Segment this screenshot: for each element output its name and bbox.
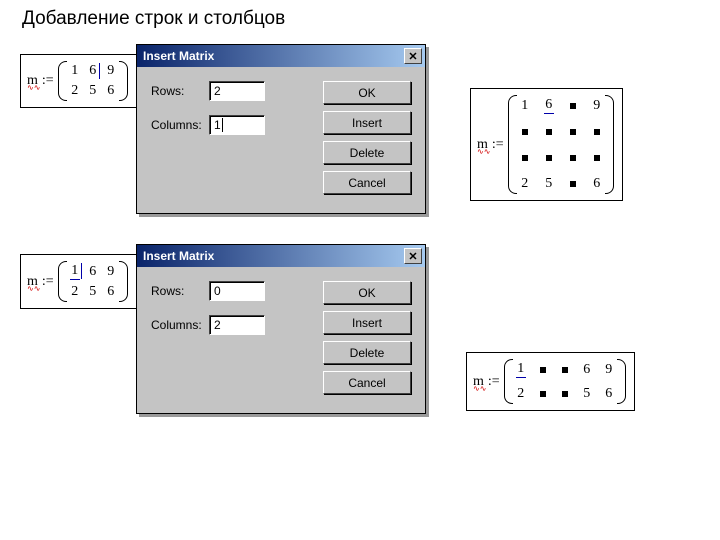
matrix-cell: 2	[70, 83, 80, 99]
cancel-button[interactable]: Cancel	[323, 371, 411, 394]
columns-label: Columns:	[151, 118, 209, 132]
matrix-cell: 6	[106, 284, 116, 300]
matrix-cell: 5	[544, 176, 554, 192]
dialog-title: Insert Matrix	[143, 249, 214, 263]
matrix-cell	[568, 150, 578, 166]
delete-button[interactable]: Delete	[323, 341, 411, 364]
rows-label: Rows:	[151, 284, 209, 298]
matrix-cell: 5	[88, 284, 98, 300]
matrix-cell: 6	[88, 63, 98, 79]
matrix-var: m∿∿	[473, 374, 484, 390]
matrix-grid: 169256	[66, 261, 120, 302]
matrix-cell: 6	[106, 83, 116, 99]
page-title: Добавление строк и столбцов	[22, 8, 285, 30]
titlebar: Insert Matrix ✕	[137, 45, 425, 67]
matrix-cell: 5	[88, 83, 98, 99]
close-icon[interactable]: ✕	[404, 48, 422, 64]
placeholder-icon	[546, 129, 552, 135]
matrix-cell	[520, 124, 530, 140]
matrix-cell	[544, 124, 554, 140]
matrix-cell: 9	[592, 98, 602, 114]
matrix-cell	[520, 150, 530, 166]
assign-op: :=	[42, 274, 54, 290]
matrix-cell: 6	[582, 362, 592, 378]
matrix-cell	[560, 386, 570, 402]
placeholder-icon	[570, 129, 576, 135]
matrix-m1: m∿∿ := 169256	[20, 54, 137, 108]
columns-input[interactable]: 1	[209, 115, 265, 135]
placeholder-icon	[522, 155, 528, 161]
rows-input[interactable]: 0	[209, 281, 265, 301]
placeholder-icon	[594, 129, 600, 135]
matrix-cell: 2	[520, 176, 530, 192]
matrix-m4: m∿∿ := 169256	[466, 352, 635, 411]
assign-op: :=	[488, 374, 500, 390]
placeholder-icon	[570, 181, 576, 187]
placeholder-icon	[562, 367, 568, 373]
titlebar: Insert Matrix ✕	[137, 245, 425, 267]
matrix-cell: 9	[604, 362, 614, 378]
cancel-button[interactable]: Cancel	[323, 171, 411, 194]
placeholder-icon	[570, 155, 576, 161]
matrix-cell: 9	[106, 264, 116, 280]
ok-button[interactable]: OK	[323, 81, 411, 104]
rows-label: Rows:	[151, 84, 209, 98]
insert-button[interactable]: Insert	[323, 111, 411, 134]
matrix-cell	[538, 386, 548, 402]
assign-op: :=	[42, 73, 54, 89]
rows-input[interactable]: 2	[209, 81, 265, 101]
matrix-cell	[592, 124, 602, 140]
matrix-cell: 6	[592, 176, 602, 192]
matrix-cell: 1	[70, 63, 80, 79]
matrix-cell: 6	[604, 386, 614, 402]
placeholder-icon	[562, 391, 568, 397]
matrix-cell: 9	[106, 63, 116, 79]
placeholder-icon	[540, 391, 546, 397]
matrix-grid: 169256	[516, 95, 606, 194]
columns-label: Columns:	[151, 318, 209, 332]
matrix-cell	[568, 176, 578, 192]
matrix-grid: 169256	[512, 359, 618, 404]
matrix-cell	[544, 150, 554, 166]
insert-matrix-dialog-1: Insert Matrix ✕ Rows: 2 Columns: 1 OK In…	[136, 44, 426, 214]
matrix-grid: 169256	[66, 61, 120, 101]
matrix-cell: 2	[516, 386, 526, 402]
close-icon[interactable]: ✕	[404, 248, 422, 264]
matrix-cell	[568, 124, 578, 140]
matrix-cell	[560, 362, 570, 378]
matrix-cell: 1	[70, 263, 80, 280]
delete-button[interactable]: Delete	[323, 141, 411, 164]
placeholder-icon	[540, 367, 546, 373]
matrix-var: m∿∿	[27, 274, 38, 290]
matrix-var: m∿∿	[477, 137, 488, 153]
insert-matrix-dialog-2: Insert Matrix ✕ Rows: 0 Columns: 2 OK In…	[136, 244, 426, 414]
matrix-cell	[538, 362, 548, 378]
placeholder-icon	[522, 129, 528, 135]
matrix-cell: 6	[88, 264, 98, 280]
placeholder-icon	[594, 155, 600, 161]
ok-button[interactable]: OK	[323, 281, 411, 304]
matrix-cell	[568, 98, 578, 114]
matrix-cell: 2	[70, 284, 80, 300]
insert-button[interactable]: Insert	[323, 311, 411, 334]
matrix-cell	[592, 150, 602, 166]
dialog-title: Insert Matrix	[143, 49, 214, 63]
matrix-cell: 1	[516, 361, 526, 378]
assign-op: :=	[492, 137, 504, 153]
matrix-cell: 1	[520, 98, 530, 114]
matrix-cell: 5	[582, 386, 592, 402]
matrix-m2: m∿∿ := 169256	[470, 88, 623, 201]
matrix-m3: m∿∿ := 169256	[20, 254, 137, 309]
matrix-cell: 6	[544, 97, 554, 114]
matrix-var: m∿∿	[27, 73, 38, 89]
placeholder-icon	[546, 155, 552, 161]
placeholder-icon	[570, 103, 576, 109]
columns-input[interactable]: 2	[209, 315, 265, 335]
